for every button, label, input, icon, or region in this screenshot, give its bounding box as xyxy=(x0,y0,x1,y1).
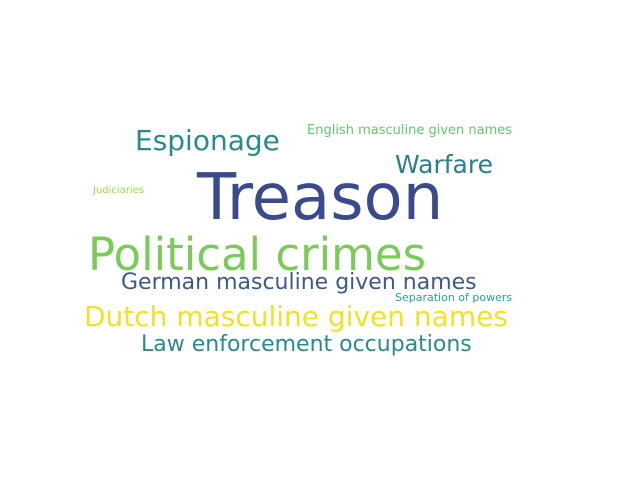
word-espionage: Espionage xyxy=(135,124,280,157)
word-treason: Treason xyxy=(197,161,444,235)
word-german-masculine-given-names: German masculine given names xyxy=(121,270,477,295)
word-political-crimes: Political crimes xyxy=(88,228,427,281)
word-separation-of-powers: Separation of powers xyxy=(395,291,513,304)
word-judiciaries: Judiciaries xyxy=(93,185,145,196)
word-dutch-masculine-given-names: Dutch masculine given names xyxy=(84,300,508,333)
word-english-masculine-given-names: English masculine given names xyxy=(307,123,513,138)
word-law-enforcement-occupations: Law enforcement occupations xyxy=(141,332,472,357)
word-warfare: Warfare xyxy=(395,150,493,179)
